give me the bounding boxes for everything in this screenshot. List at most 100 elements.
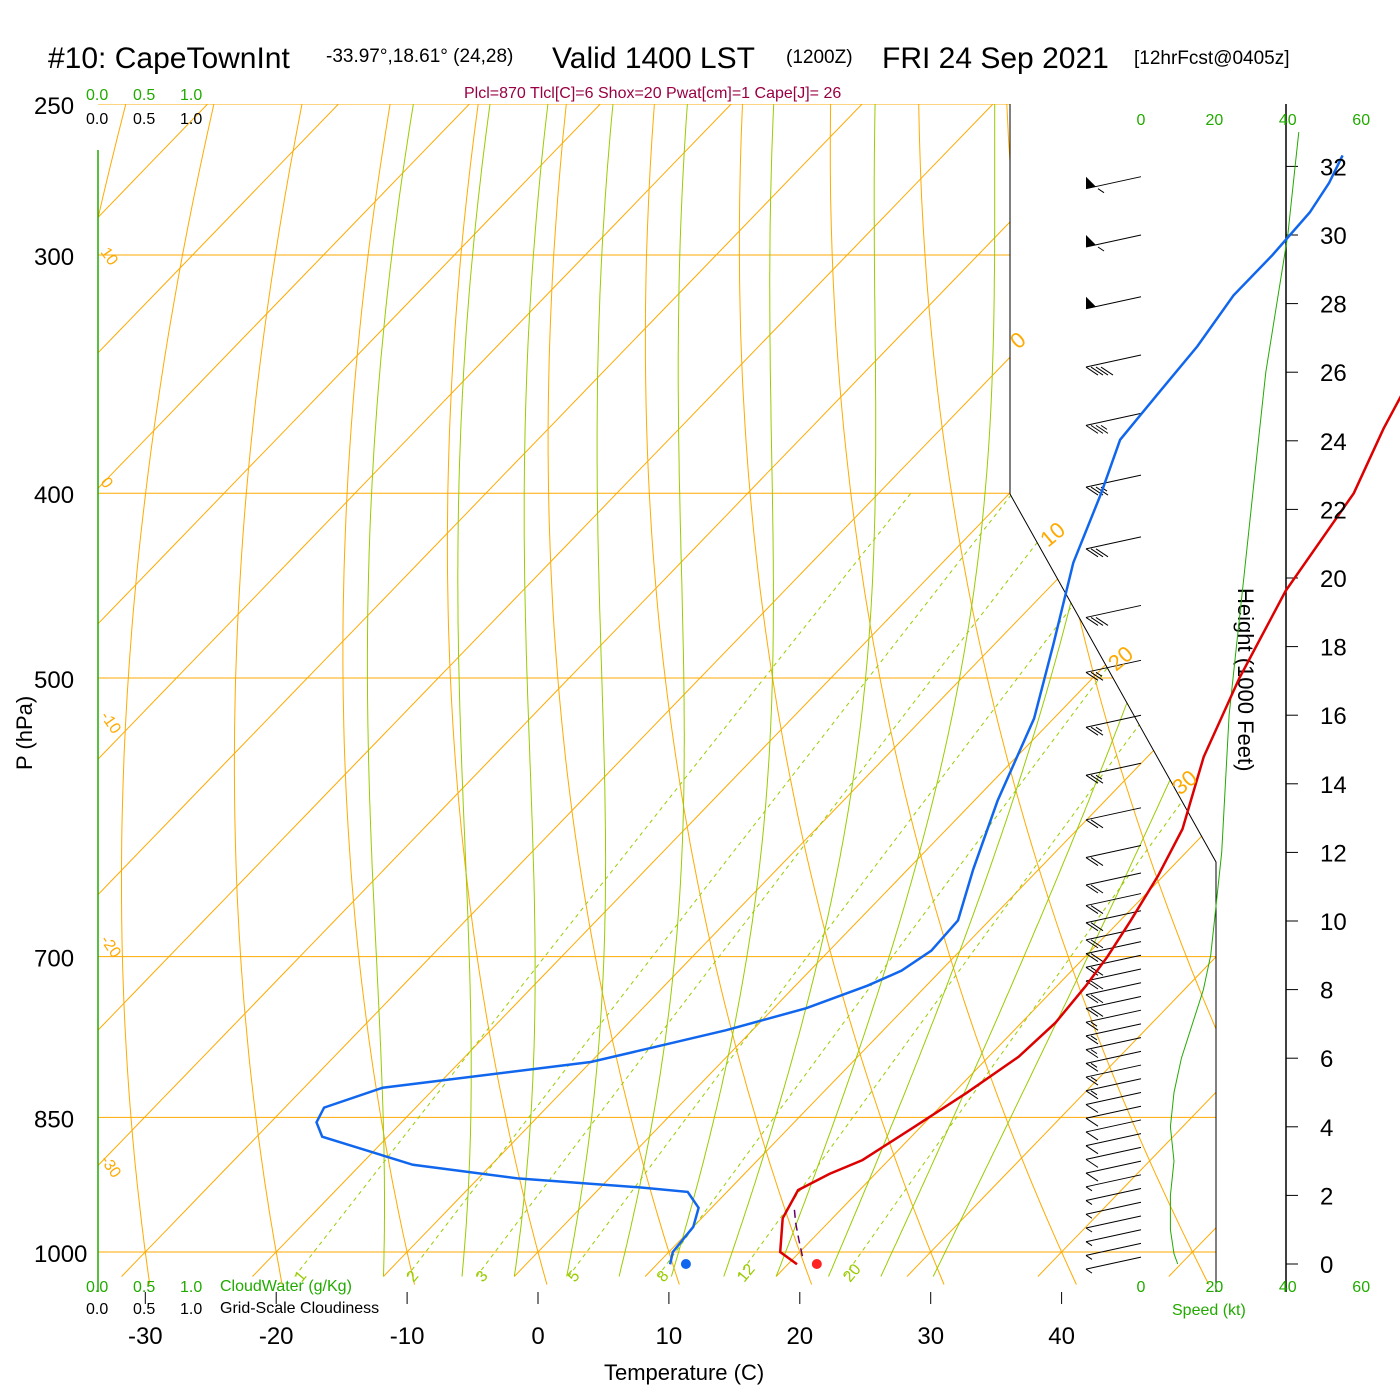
utc-time: (1200Z) <box>786 47 853 68</box>
dry-adiabat-line <box>98 104 145 1285</box>
wind-barb-staff <box>1085 893 1142 907</box>
wind-barb <box>1085 1105 1142 1127</box>
wind-barb-staff <box>1085 1064 1142 1078</box>
height-tick-label: 24 <box>1320 429 1347 456</box>
pressure-tick-label: 250 <box>34 93 74 120</box>
wind-barb-staff <box>1085 1023 1142 1037</box>
wind-barb-staff <box>1085 1174 1142 1188</box>
wind-barb <box>1085 1160 1142 1182</box>
wind-barb <box>1085 296 1142 310</box>
mixing-ratio-label: 2 <box>404 1268 423 1286</box>
isotherm-line <box>775 104 1216 1277</box>
height-tick-label: 4 <box>1320 1115 1333 1142</box>
wind-barb <box>1085 1023 1142 1045</box>
isotherm-line <box>121 104 1216 1277</box>
wind-barb-staff <box>1085 1242 1142 1256</box>
wind-barb-staff <box>1085 1215 1142 1229</box>
wind-barb <box>1085 1050 1142 1072</box>
isotherm-line <box>98 104 601 1277</box>
cloudiness-bottom-tick: 0.5 <box>133 1301 155 1318</box>
isotherm-right-label: 30 <box>1167 765 1202 800</box>
wind-barb-half-feather <box>1097 188 1105 194</box>
cloudwater-bottom-tick: 1.0 <box>180 1279 202 1296</box>
wind-barb-staff <box>1085 807 1142 821</box>
height-tick-label: 26 <box>1320 360 1347 387</box>
moist-adiabat-line <box>880 104 1216 1277</box>
wind-barb <box>1085 354 1142 376</box>
wind-barb-feather <box>1090 819 1104 829</box>
height-tick-label: 0 <box>1320 1252 1333 1279</box>
wind-barb <box>1085 659 1142 681</box>
speed-profile-line <box>1169 132 1300 1265</box>
speed-label: Speed (kt) <box>1172 1302 1246 1319</box>
moist-adiabat-line <box>566 104 617 1277</box>
isotherm-line <box>98 104 208 1277</box>
speed-top-tick-label: 0 <box>1137 112 1146 129</box>
wind-barb-half-feather <box>1090 1049 1098 1055</box>
mixing-ratio-label: 8 <box>654 1268 673 1286</box>
wind-barb-half-feather <box>1097 246 1105 252</box>
wind-barb-staff <box>1085 1105 1142 1119</box>
isotherm-right-label: 0 <box>1005 327 1030 354</box>
speed-bottom-tick-label: 40 <box>1279 1279 1297 1296</box>
wind-barb-half-feather <box>1095 671 1103 677</box>
isotherm-label: 0 <box>97 475 116 492</box>
wind-barb-pennant <box>1086 176 1096 189</box>
wind-barb-feather <box>1085 905 1099 914</box>
isotherm-line <box>98 104 1125 1277</box>
wind-barb-feather <box>1085 671 1099 681</box>
wind-barb-feather <box>1085 774 1099 784</box>
wind-barb <box>1085 995 1142 1017</box>
wind-barb-half-feather <box>1085 1186 1093 1192</box>
wind-barb-feather <box>1090 726 1104 736</box>
wind-barb-half-feather <box>1085 1200 1093 1205</box>
height-tick-label: 20 <box>1320 566 1347 593</box>
cloudwater-bottom-tick: 0.5 <box>133 1279 155 1296</box>
wind-barb-feather <box>1090 366 1104 376</box>
wind-barb <box>1085 1133 1142 1155</box>
height-tick-label: 16 <box>1320 703 1347 730</box>
mixing-ratio-line <box>476 492 1076 1277</box>
moist-adiabat-line <box>723 104 877 1277</box>
wind-barb-half-feather <box>1085 1255 1093 1260</box>
wind-barb-feather <box>1085 819 1099 829</box>
isotherm-right-label: 10 <box>1035 517 1070 552</box>
height-tick-label: 32 <box>1320 154 1347 181</box>
wind-barb-feather <box>1085 1035 1099 1045</box>
wind-barb-feather <box>1095 548 1109 558</box>
isotherm-line <box>98 104 732 1277</box>
wind-barb <box>1085 1215 1142 1233</box>
wind-barb <box>1085 412 1142 434</box>
wind-barb <box>1085 1119 1142 1141</box>
dry-adiabat-line <box>644 104 813 1285</box>
wind-barb-feather <box>1095 617 1109 626</box>
wind-barb <box>1085 982 1142 1004</box>
wind-barb-feather <box>1090 939 1104 949</box>
wind-barb-staff <box>1085 1146 1142 1160</box>
mixing-ratio-line <box>568 492 1159 1277</box>
height-tick-label: 12 <box>1320 840 1347 867</box>
wind-barb <box>1085 1078 1142 1100</box>
temperature-tick-label: 30 <box>917 1323 944 1350</box>
wind-barb-half-feather <box>1085 1241 1093 1247</box>
x-axis-label: Temperature (C) <box>604 1360 764 1385</box>
temperature-tick-label: 20 <box>786 1323 813 1350</box>
wind-barb <box>1085 872 1142 894</box>
cloudiness-top-tick: 0.5 <box>133 111 155 128</box>
speed-bottom-tick-label: 0 <box>1137 1279 1146 1296</box>
moist-adiabat-line <box>775 104 996 1277</box>
parcel-line <box>793 1205 804 1257</box>
wind-barb <box>1085 1009 1142 1031</box>
cloudiness-top-tick: 1.0 <box>180 111 202 128</box>
wind-barb-feather <box>1085 1104 1099 1113</box>
wind-barb-feather <box>1085 922 1099 932</box>
dry-adiabat-line <box>121 104 231 1285</box>
speed-top-tick-label: 20 <box>1206 112 1224 129</box>
wind-barb-staff <box>1085 1201 1142 1215</box>
wind-barb-feather <box>1090 548 1104 558</box>
wind-barb <box>1085 954 1142 976</box>
isotherm-line <box>98 104 470 1277</box>
cloudiness-bottom-tick: 0.0 <box>86 1301 108 1318</box>
temperature-tick-label: -20 <box>259 1323 294 1350</box>
wind-barb-half-feather <box>1095 774 1103 780</box>
